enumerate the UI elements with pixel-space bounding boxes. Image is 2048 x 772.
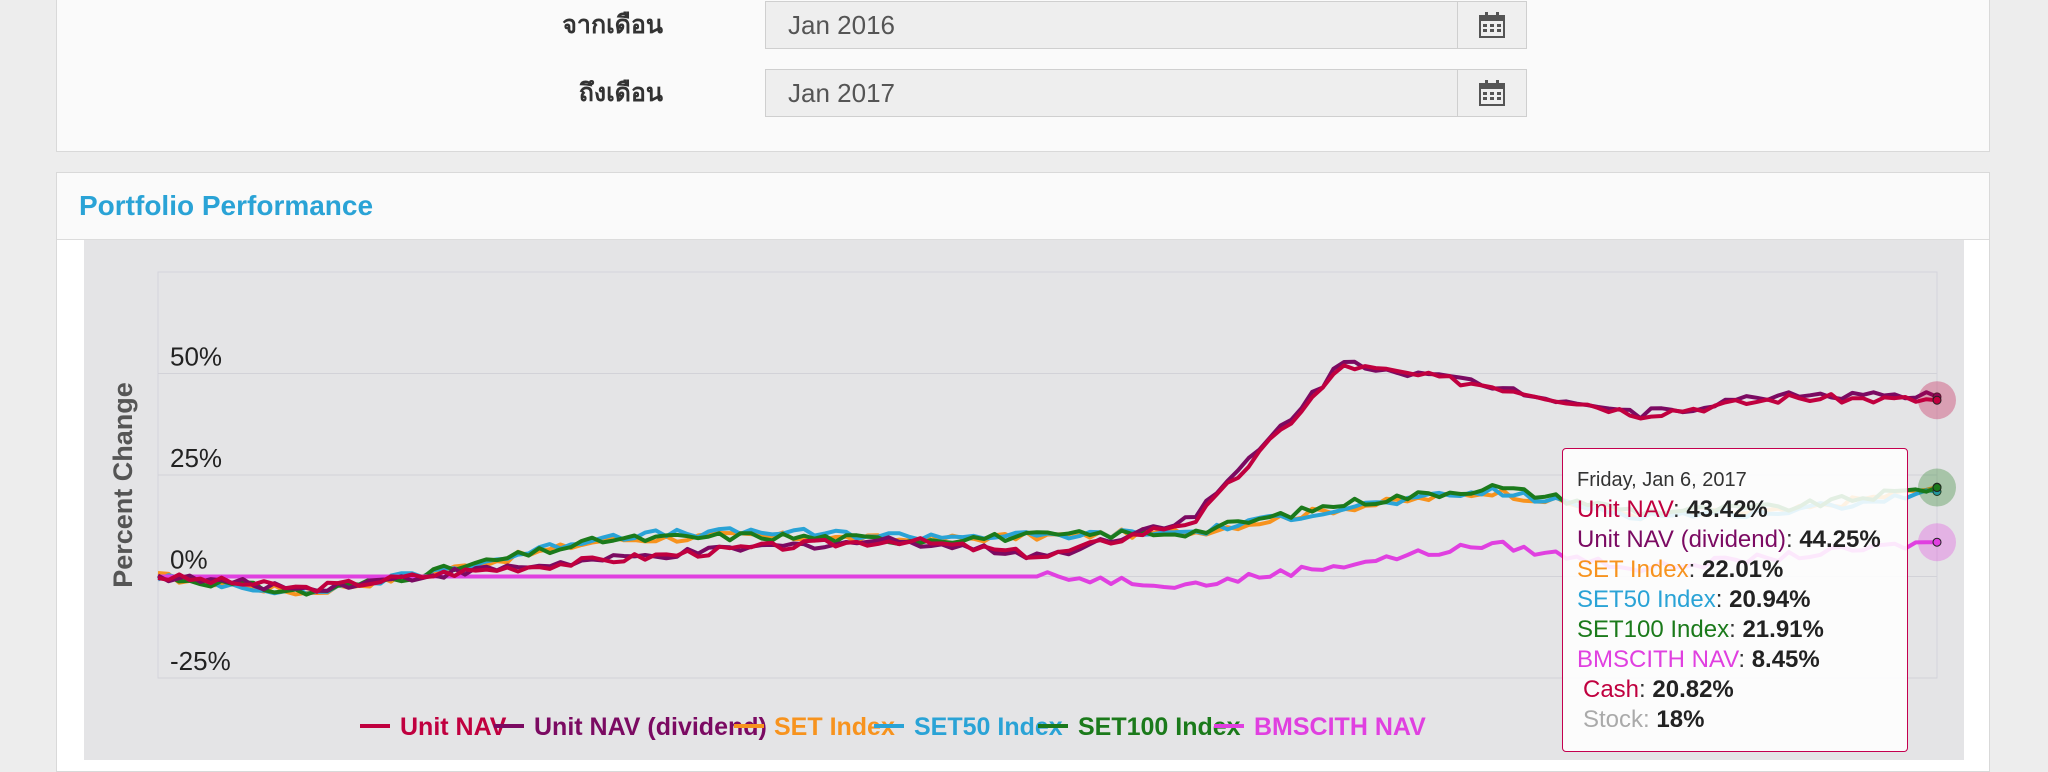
tooltip-series-name: Unit NAV (dividend) bbox=[1577, 526, 1786, 553]
legend-label[interactable]: SET100 Index bbox=[1078, 713, 1241, 741]
from-month-calendar-button[interactable] bbox=[1457, 2, 1526, 48]
panel-title: Portfolio Performance bbox=[57, 173, 1989, 240]
tooltip-row-partial: Stock: 18% bbox=[1583, 706, 1705, 733]
tooltip-series-value: 21.91% bbox=[1742, 616, 1824, 643]
tooltip-series-value: 43.42% bbox=[1686, 496, 1768, 523]
tooltip-row: Cash: 20.82% bbox=[1583, 676, 1734, 703]
date-filter-panel: จากเดือน Jan 2016 ถึงเดือน Jan 2017 bbox=[56, 0, 1990, 152]
legend-label[interactable]: Unit NAV bbox=[400, 713, 507, 741]
y-tick-label: 50% bbox=[170, 342, 222, 372]
to-month-value[interactable]: Jan 2017 bbox=[788, 77, 895, 108]
calendar-icon bbox=[1479, 12, 1505, 38]
legend-item[interactable]: SET50 Index bbox=[874, 713, 1063, 741]
y-tick-label: -25% bbox=[170, 646, 231, 676]
tooltip-series-name: Unit NAV bbox=[1577, 496, 1674, 523]
tooltip-series-name: SET100 Index bbox=[1577, 616, 1730, 643]
tooltip-row: Unit NAV (dividend): 44.25% bbox=[1577, 526, 1881, 553]
tooltip-series-value: 8.45% bbox=[1751, 646, 1820, 673]
tooltip-row: SET Index: 22.01% bbox=[1577, 556, 1784, 583]
tooltip-series-value: 44.25% bbox=[1799, 526, 1881, 553]
to-month-input[interactable]: Jan 2017 bbox=[765, 69, 1527, 117]
tooltip-series-name: Cash bbox=[1583, 676, 1640, 703]
series-line-unit-nav[interactable] bbox=[157, 363, 1938, 594]
from-month-label: จากเดือน bbox=[562, 11, 663, 39]
tooltip-series-value: 20.94% bbox=[1729, 586, 1811, 613]
legend-item[interactable]: Unit NAV (dividend) bbox=[494, 713, 767, 741]
tooltip-row: BMSCITH NAV: 8.45% bbox=[1577, 646, 1820, 673]
series-point[interactable] bbox=[1932, 483, 1942, 493]
calendar-icon bbox=[1479, 80, 1505, 106]
tooltip-series-name: SET50 Index bbox=[1577, 586, 1716, 613]
y-axis-label: Percent Change bbox=[108, 382, 138, 588]
from-month-input[interactable]: Jan 2016 bbox=[765, 1, 1527, 49]
series-point[interactable] bbox=[1932, 537, 1942, 547]
legend-label[interactable]: SET50 Index bbox=[914, 713, 1063, 741]
legend-label[interactable]: BMSCITH NAV bbox=[1254, 713, 1426, 741]
tooltip-series-name: SET Index bbox=[1577, 556, 1689, 583]
legend-item[interactable]: BMSCITH NAV bbox=[1214, 713, 1426, 741]
tooltip-row: SET100 Index: 21.91% bbox=[1577, 616, 1824, 643]
legend-item[interactable]: SET100 Index bbox=[1038, 713, 1241, 741]
tooltip-row: SET50 Index: 20.94% bbox=[1577, 586, 1811, 613]
legend-item[interactable]: Unit NAV bbox=[360, 713, 507, 741]
y-tick-label: 25% bbox=[170, 443, 222, 473]
to-month-calendar-button[interactable] bbox=[1457, 70, 1526, 116]
legend-label[interactable]: Unit NAV (dividend) bbox=[534, 713, 767, 741]
tooltip-date: Friday, Jan 6, 2017 bbox=[1577, 469, 1747, 491]
series-point[interactable] bbox=[1932, 395, 1942, 405]
tooltip-series-name: Stock bbox=[1583, 706, 1644, 733]
y-tick-label: 0% bbox=[170, 545, 208, 575]
to-month-label: ถึงเดือน bbox=[578, 79, 663, 107]
tooltip-series-value: 18% bbox=[1656, 706, 1705, 733]
tooltip-series-name: BMSCITH NAV bbox=[1577, 646, 1739, 673]
tooltip-series-value: 22.01% bbox=[1701, 556, 1784, 583]
chart-tooltip: Friday, Jan 6, 2017 Unit NAV: 43.42% Unit… bbox=[1562, 448, 1908, 752]
tooltip-row: Unit NAV: 43.42% bbox=[1577, 496, 1768, 523]
tooltip-series-value: 20.82% bbox=[1652, 676, 1734, 703]
from-month-value[interactable]: Jan 2016 bbox=[788, 9, 895, 40]
